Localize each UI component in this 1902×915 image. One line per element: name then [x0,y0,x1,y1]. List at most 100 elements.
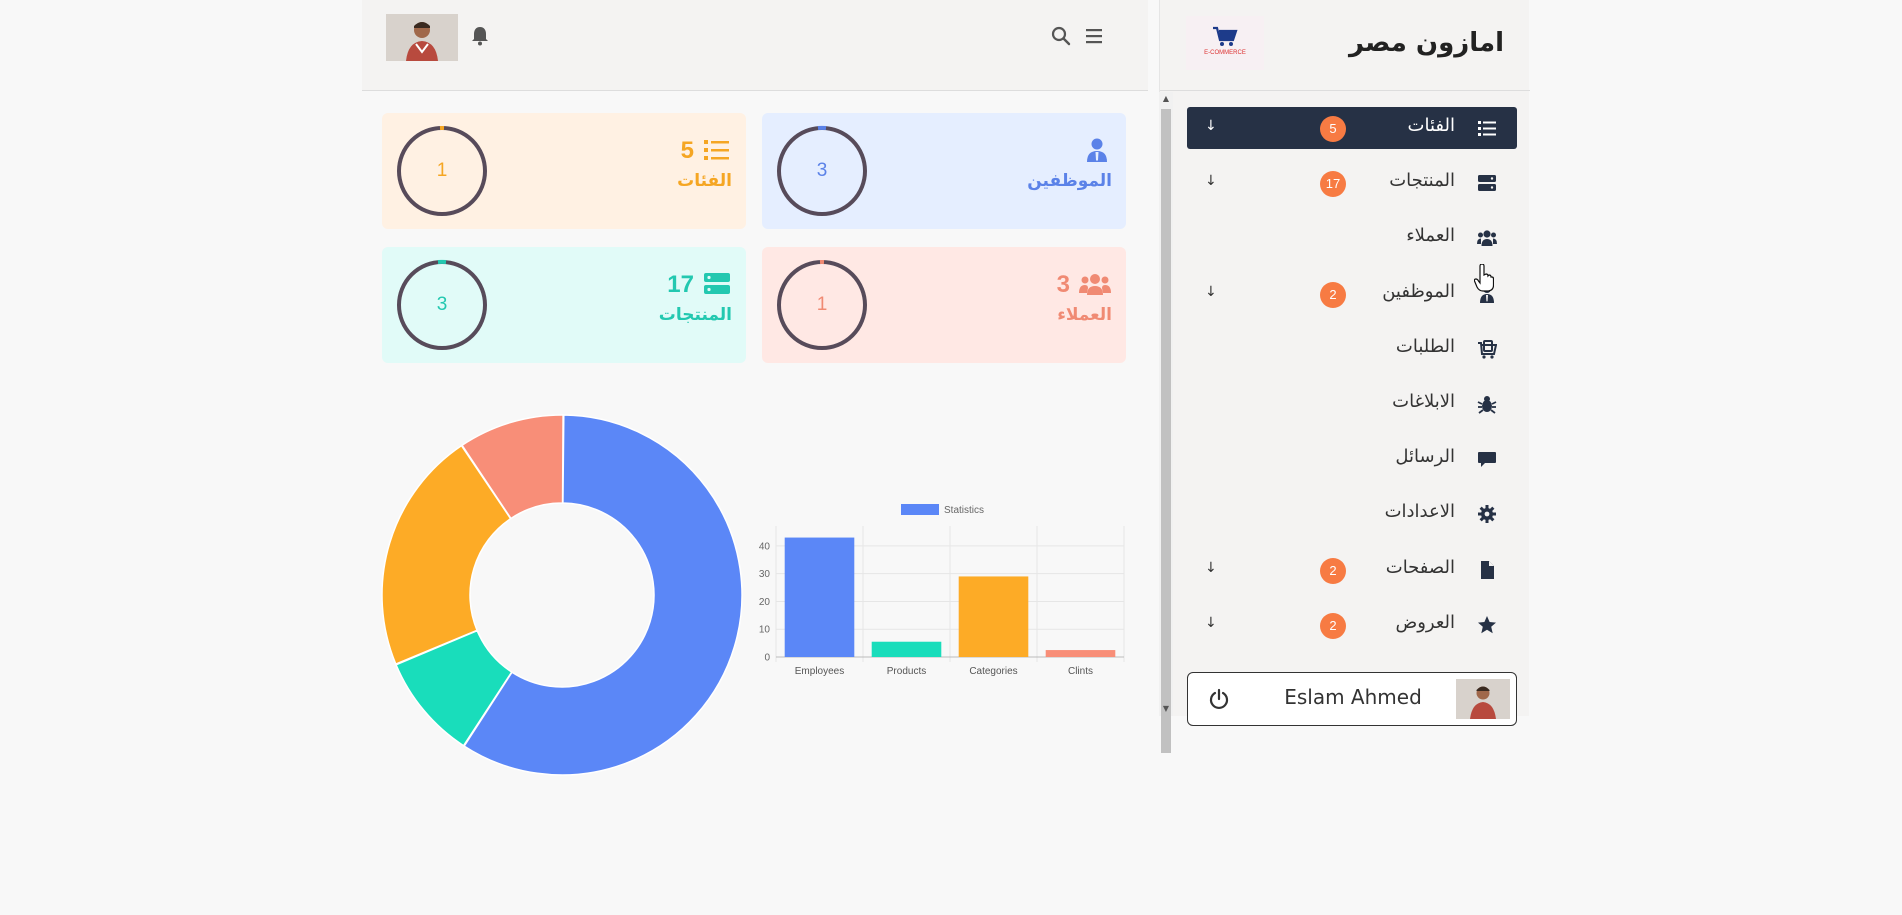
bar-categories [958,576,1029,657]
comment-icon [1478,452,1496,467]
stat-card-clients[interactable]: 1 3 العملاء [762,247,1126,363]
sidebar-item-label: المنتجات [1389,170,1455,191]
expand-arrow-icon[interactable]: ↓ [1205,560,1217,576]
users-icon [1079,274,1111,295]
top-bar [362,0,1148,91]
count-badge: 17 [1320,171,1346,197]
main-content: 1 5 الفئات 3 الموظفين 3 17 [362,0,1148,915]
brand-name: امازون مصر [1348,28,1504,58]
scroll-thumb[interactable] [1161,109,1171,753]
sidebar-item-7[interactable]: الاعدادات [1187,493,1517,535]
bell-icon[interactable] [470,25,490,47]
stat-card-categories[interactable]: 1 5 الفئات [382,113,746,229]
power-icon[interactable] [1208,688,1230,710]
sidebar-item-label: الفئات [1407,115,1455,136]
donut-slice-employees[interactable] [463,414,743,776]
avatar[interactable] [1456,679,1510,719]
card-title: الفئات [677,171,732,191]
ring-value: 1 [816,294,828,315]
bug-icon [1477,396,1497,414]
users-icon [1477,230,1497,246]
hand-cursor-icon [1474,264,1494,292]
count-badge: 2 [1320,558,1346,584]
donut-chart [381,414,743,776]
bar-employees [784,537,855,657]
brand-header: E-COMMERCE امازون مصر [1160,0,1530,91]
progress-ring [397,259,487,350]
bar-chart: Statistics 0 10 20 30 40 Employees Products Cate… [759,504,1125,677]
sidebar-item-5[interactable]: الابلاغات [1187,383,1517,425]
sidebar: E-COMMERCE امازون مصر الفئات 5 ↓ المنتجات 17… [1159,0,1530,726]
user-tie-icon [1087,138,1107,162]
sidebar-item-9[interactable]: العروض 2 ↓ [1187,604,1517,646]
brand-logo-text: E-COMMERCE [1204,50,1246,56]
bar-products [871,641,942,657]
expand-arrow-icon[interactable]: ↓ [1205,284,1217,300]
card-number: 17 [667,271,694,298]
search-icon[interactable] [1050,25,1072,47]
cart-icon [1213,26,1238,46]
sidebar-item-label: الموظفين [1382,281,1455,302]
sidebar-item-label: الاعدادات [1384,501,1455,522]
sidebar-item-label: الصفحات [1385,557,1455,578]
expand-arrow-icon[interactable]: ↓ [1205,615,1217,631]
server-icon [704,273,730,294]
sidebar-item-6[interactable]: الرسائل [1187,438,1517,480]
sidebar-item-4[interactable]: الطلبات [1187,328,1517,370]
card-title: الموظفين [1027,171,1112,191]
sidebar-item-label: الرسائل [1395,446,1455,467]
bar-clints [1045,650,1116,657]
legend-swatch [901,504,939,515]
sidebar-item-label: العملاء [1406,225,1455,246]
y-tick-label: 40 [759,541,771,552]
brand-logo[interactable]: E-COMMERCE [1186,16,1264,70]
donut-slice-clints[interactable] [461,414,564,520]
sidebar-item-1[interactable]: المنتجات 17 ↓ [1187,162,1517,204]
list-icon [1478,121,1496,136]
count-badge: 5 [1320,116,1346,142]
cart-icon [1478,340,1497,359]
sidebar-item-3[interactable]: الموظفين 2 ↓ [1187,273,1517,315]
donut-slice-products[interactable] [395,629,513,747]
user-name: Eslam Ahmed [1284,685,1422,709]
stat-card-employees[interactable]: 3 الموظفين [762,113,1126,229]
sidebar-item-0[interactable]: الفئات 5 ↓ [1187,107,1517,149]
server-icon [1478,175,1496,191]
expand-arrow-icon[interactable]: ↓ [1205,173,1217,189]
ring-value: 3 [436,294,448,315]
x-tick-label: Employees [795,666,844,677]
sidebar-item-label: الطلبات [1395,336,1455,357]
file-icon [1481,561,1494,579]
donut-slice-categories[interactable] [381,444,512,666]
gear-icon [1478,505,1496,523]
ring-value: 3 [816,160,828,181]
sidebar-item-label: الابلاغات [1392,391,1455,412]
count-badge: 2 [1320,282,1346,308]
progress-ring [777,259,867,350]
stat-card-products[interactable]: 3 17 المنتجات [382,247,746,363]
sidebar-item-8[interactable]: الصفحات 2 ↓ [1187,549,1517,591]
x-tick-label: Products [887,666,926,677]
card-number: 5 [680,137,694,164]
y-tick-label: 30 [759,569,771,580]
sidebar-scrollbar[interactable]: ▲ ▼ [1159,92,1173,753]
star-icon [1478,616,1496,634]
count-badge: 2 [1320,613,1346,639]
expand-arrow-icon[interactable]: ↓ [1205,118,1217,134]
progress-ring [397,125,487,216]
x-tick-label: Categories [969,666,1017,677]
list-icon [704,140,729,160]
x-tick-label: Clints [1068,666,1093,677]
y-tick-label: 0 [764,653,770,664]
user-profile-box[interactable]: Eslam Ahmed [1187,672,1517,726]
avatar[interactable] [386,14,458,61]
sidebar-item-2[interactable]: العملاء [1187,217,1517,259]
menu-icon[interactable] [1083,26,1105,46]
card-number: 3 [1056,271,1070,298]
legend-label: Statistics [944,505,984,516]
scroll-up-arrow[interactable]: ▲ [1162,94,1170,103]
y-tick-label: 10 [759,625,771,636]
scroll-down-arrow[interactable]: ▼ [1162,704,1170,713]
ring-value: 1 [436,160,448,181]
progress-ring [777,125,867,216]
